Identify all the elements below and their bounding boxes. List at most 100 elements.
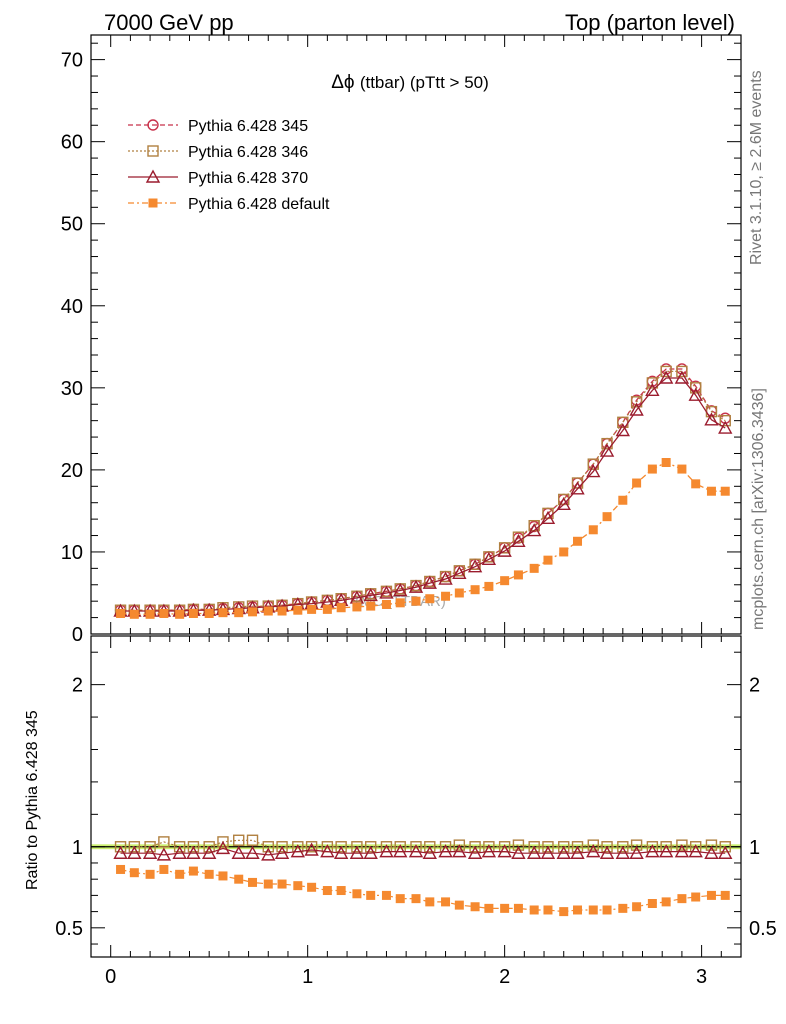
data-point bbox=[500, 576, 510, 586]
y-tick-label: 2 bbox=[72, 675, 83, 697]
ratio-point bbox=[691, 892, 701, 902]
ratio-point bbox=[511, 845, 526, 859]
ratio-point bbox=[658, 844, 674, 858]
ratio-point bbox=[615, 845, 630, 859]
ratio-point bbox=[602, 905, 612, 915]
ratio-point bbox=[542, 841, 554, 853]
ratio-point bbox=[481, 844, 497, 858]
ratio-point bbox=[422, 845, 437, 859]
data-point bbox=[441, 591, 451, 601]
data-point bbox=[691, 479, 701, 489]
data-point bbox=[646, 377, 659, 389]
data-point bbox=[422, 575, 437, 589]
data-point bbox=[689, 382, 702, 394]
data-point bbox=[145, 609, 155, 619]
ratio-point bbox=[558, 841, 570, 853]
ratio-point bbox=[173, 841, 186, 853]
ratio-point bbox=[674, 844, 690, 858]
legend-label: Pythia 6.428 default bbox=[188, 196, 330, 213]
legend-label: Pythia 6.428 345 bbox=[188, 118, 308, 135]
ratio-point bbox=[528, 841, 540, 853]
data-point bbox=[570, 481, 585, 495]
data-point bbox=[599, 443, 615, 457]
ratio-point bbox=[248, 877, 258, 887]
ratio-point bbox=[706, 890, 716, 900]
data-point bbox=[129, 609, 139, 619]
y-tick-label: 10 bbox=[61, 542, 83, 564]
data-point bbox=[660, 365, 672, 378]
ratio-point bbox=[484, 903, 494, 913]
ratio-point bbox=[588, 905, 598, 915]
data-point bbox=[543, 555, 553, 565]
ratio-point bbox=[245, 845, 260, 859]
ratio-point bbox=[425, 897, 435, 907]
chart-title: Δϕ (ttbar) (pTtt > 50) bbox=[331, 72, 489, 93]
ratio-point bbox=[217, 836, 229, 848]
data-point bbox=[529, 563, 539, 573]
ratio-point bbox=[571, 841, 584, 853]
data-point bbox=[352, 602, 362, 612]
ratio-point bbox=[129, 868, 139, 878]
legend-marker bbox=[145, 169, 161, 183]
ratio-point bbox=[453, 839, 466, 851]
data-point bbox=[116, 608, 126, 618]
ratio-point bbox=[441, 897, 451, 907]
data-point bbox=[618, 495, 628, 505]
data-point bbox=[556, 496, 571, 511]
ratio-point bbox=[677, 894, 687, 904]
data-point bbox=[381, 599, 391, 609]
ratio-point bbox=[470, 902, 480, 912]
ratio-point bbox=[527, 845, 542, 859]
ratio-point bbox=[645, 844, 660, 858]
y-tick-label: 0 bbox=[72, 624, 83, 646]
y-tick-label: 60 bbox=[61, 132, 83, 154]
x-tick-label: 0 bbox=[105, 966, 116, 988]
header-right: Top (parton level) bbox=[565, 10, 735, 35]
data-point bbox=[159, 608, 169, 618]
data-point bbox=[645, 382, 660, 396]
ratio-point bbox=[333, 845, 349, 859]
ratio-point bbox=[349, 845, 365, 859]
mcplots-label: mcplots.cern.ch [arXiv:1306.3436] bbox=[750, 388, 767, 630]
ratio-point bbox=[586, 844, 601, 858]
ratio-point bbox=[186, 845, 201, 859]
ratio-point bbox=[233, 834, 245, 846]
ratio-point bbox=[320, 844, 335, 858]
ratio-point bbox=[276, 841, 288, 853]
ratio-point bbox=[467, 845, 483, 859]
plot-frame bbox=[90, 635, 742, 958]
ratio-point bbox=[529, 905, 539, 915]
ratio-point bbox=[452, 844, 467, 858]
ratio-point bbox=[203, 841, 215, 853]
ratio-point bbox=[202, 845, 217, 859]
ratio-point bbox=[556, 845, 571, 859]
data-point bbox=[677, 464, 687, 474]
ratio-point bbox=[512, 839, 525, 851]
ratio-point bbox=[513, 903, 523, 913]
ratio-point bbox=[454, 900, 464, 910]
rivet-label: Rivet 3.1.10, ≥ 2.6M events bbox=[748, 70, 765, 265]
data-point bbox=[467, 559, 483, 573]
ratio-point bbox=[573, 905, 583, 915]
tick-mask bbox=[0, 626, 90, 646]
data-point bbox=[293, 605, 303, 615]
data-point bbox=[395, 598, 405, 608]
ratio-point bbox=[632, 902, 642, 912]
ratio-point bbox=[543, 905, 553, 915]
ratio-point bbox=[719, 841, 731, 853]
data-point bbox=[393, 583, 408, 597]
y-tick-label: 20 bbox=[61, 460, 83, 482]
ratio-point bbox=[718, 845, 733, 859]
ratio-point bbox=[647, 899, 657, 908]
data-point bbox=[674, 370, 690, 384]
ratio-point bbox=[322, 886, 332, 896]
ratio-point bbox=[113, 845, 128, 859]
ratio-point bbox=[218, 871, 228, 881]
ratio-point bbox=[364, 841, 377, 853]
data-point bbox=[188, 608, 198, 618]
ratio-point bbox=[277, 879, 287, 889]
ratio-point bbox=[720, 890, 730, 900]
legend-label: Pythia 6.428 346 bbox=[188, 144, 308, 161]
ratio-point bbox=[676, 839, 688, 851]
